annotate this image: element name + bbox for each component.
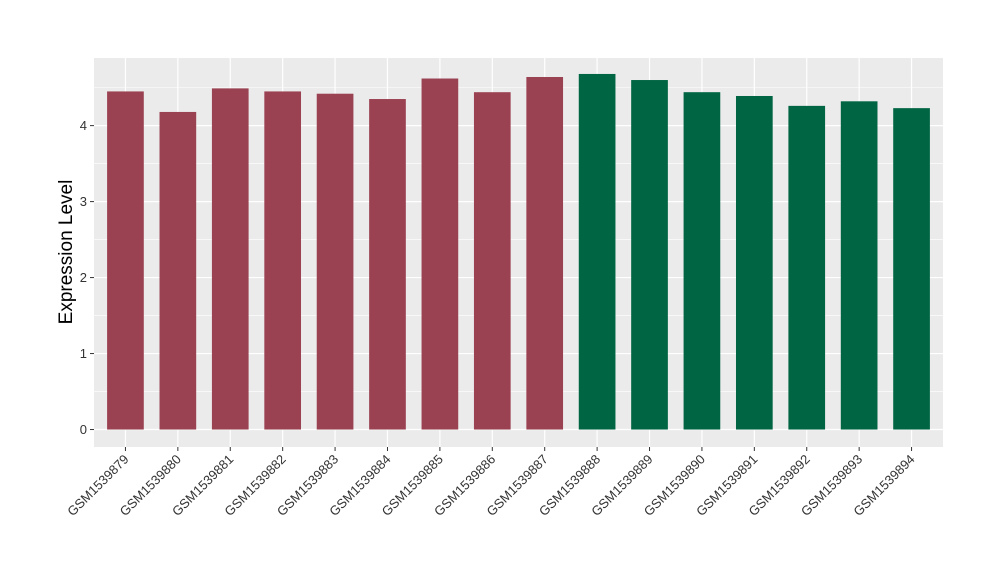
bar-GSM1539882 xyxy=(264,91,302,430)
bar-GSM1539879 xyxy=(107,91,144,430)
bar-GSM1539894 xyxy=(893,108,930,430)
bars xyxy=(107,73,930,430)
bar-GSM1539886 xyxy=(473,92,511,430)
bar-GSM1539884 xyxy=(369,99,406,430)
x-axis: GSM1539879GSM1539880GSM1539881GSM1539882… xyxy=(64,447,918,519)
bar-GSM1539892 xyxy=(788,105,826,430)
bar-GSM1539881 xyxy=(211,88,249,430)
bar-GSM1539889 xyxy=(631,80,668,430)
bar-GSM1539893 xyxy=(840,101,878,430)
y-tick-label-4: 4 xyxy=(80,118,87,133)
y-axis: 0 1 2 3 4 xyxy=(80,118,94,437)
bar-GSM1539885 xyxy=(421,78,459,430)
y-tick-label-3: 3 xyxy=(80,194,87,209)
bar-GSM1539891 xyxy=(735,95,773,430)
y-axis-title: Expression Level xyxy=(56,180,77,325)
bar-GSM1539883 xyxy=(316,93,354,430)
bar-GSM1539880 xyxy=(159,111,197,430)
bar-GSM1539890 xyxy=(683,92,721,430)
y-tick-label-2: 2 xyxy=(80,270,87,285)
bar-GSM1539887 xyxy=(526,76,564,430)
y-tick-label-0: 0 xyxy=(80,422,87,437)
bar-GSM1539888 xyxy=(578,73,616,430)
y-tick-label-1: 1 xyxy=(80,346,87,361)
